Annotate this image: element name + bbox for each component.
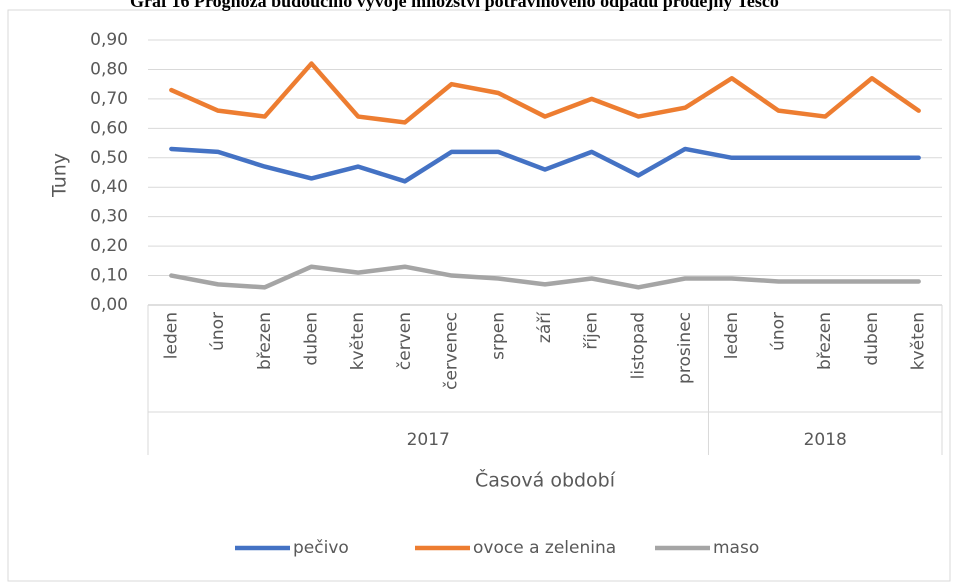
x-tick-label: květen [909,312,929,370]
y-tick-label: 0,80 [90,59,128,79]
x-tick-label: leden [722,312,742,359]
x-tick-label: duben [862,312,882,366]
series-line [169,146,921,184]
x-tick-label: srpen [488,312,508,360]
x-tick-label: duben [301,312,321,366]
group-label: 2017 [407,430,450,450]
group-label: 2018 [804,430,847,450]
y-tick-label: 0,10 [90,266,128,286]
y-tick-label: 0,40 [90,177,128,197]
y-tick-label: 0,50 [90,148,128,168]
chart-title: Graf 16 Prognóza budoucího vývoje množst… [130,0,779,11]
x-tick-label: únor [208,312,228,351]
y-tick-label: 0,60 [90,118,128,138]
legend-label: maso [713,538,759,558]
y-tick-label: 0,30 [90,207,128,227]
chart-border [7,9,951,582]
y-tick-label: 0,00 [90,295,128,315]
series-line [169,61,921,125]
x-tick-label: květen [348,312,368,370]
x-tick-label: listopad [628,312,648,379]
y-axis-title: Tuny [49,153,71,198]
x-tick-label: březen [815,312,835,370]
y-tick-label: 0,20 [90,236,128,256]
x-tick-label: září [535,311,555,343]
legend-label: pečivo [293,538,349,558]
y-tick-label: 0,90 [90,30,128,50]
x-tick-label: říjen [582,312,602,350]
x-tick-label: březen [255,312,275,370]
x-tick-label: leden [161,312,181,359]
x-axis-title: Časová období [475,468,616,492]
y-tick-label: 0,70 [90,89,128,109]
x-tick-label: červenec [442,312,462,390]
x-tick-label: prosinec [675,312,695,384]
x-tick-label: únor [769,312,789,351]
legend-label: ovoce a zelenina [473,538,616,558]
x-tick-label: červen [395,312,415,370]
series-line [169,264,921,290]
